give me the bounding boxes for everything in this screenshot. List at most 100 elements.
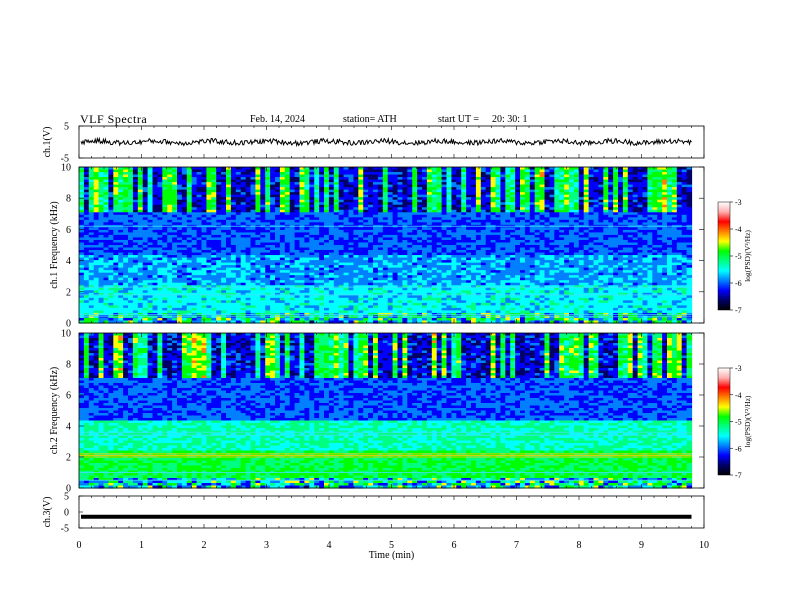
spectrogram-cell [368,192,374,196]
spectrogram-cell [181,262,188,266]
spectrogram-cell [294,194,301,198]
spectrogram-cell [368,219,374,223]
spectrogram-cell [485,257,492,261]
spectrogram-cell [402,169,408,173]
spectrogram-cell [564,207,570,211]
spectrogram-cell [559,257,565,261]
spectrogram-cell [583,212,590,216]
spectrogram-cell [676,174,683,178]
spectrogram-cell [240,194,247,198]
spectrogram-cell [377,174,384,178]
spectrogram-cell [613,239,619,244]
spectrogram-cell [480,265,487,269]
spectrogram-cell [461,209,467,213]
spectrogram-cell [495,245,501,249]
spectrogram-cell [485,212,492,216]
spectrogram-cell [637,229,644,234]
spectrogram-cell [397,242,403,246]
spectrogram-cell [539,245,546,249]
spectrogram-cell [294,217,301,221]
spectrogram-cell [534,207,541,211]
spectrogram-cell [417,252,423,256]
spectrogram-cell [108,242,114,246]
spectrogram-cell [618,169,624,173]
spectrogram-cell [417,184,423,188]
spectrogram-cell [221,179,227,183]
spectrogram-cell [598,184,604,188]
spectrogram-cell [255,219,261,223]
spectrogram-cell [515,227,521,231]
spectrogram-cell [564,214,570,218]
spectrogram-cell [681,252,688,256]
spectrogram-cell [539,222,546,226]
spectrogram-cell [230,229,237,234]
spectrogram-cell [216,245,222,249]
spectrogram-cell [466,217,472,221]
spectrogram-cell [657,174,663,178]
spectrogram-cell [529,219,536,223]
spectrogram-cell [186,262,193,266]
spectrogram-cell [132,179,139,183]
spectrogram-cell [279,214,286,218]
spectrogram-cell [226,184,232,188]
spectrogram-cell [505,222,511,226]
spectrogram-cell [324,237,330,241]
spectrogram-cell [206,214,212,218]
spectrogram-cell [103,262,109,266]
spectrogram-cell [275,204,281,208]
spectrogram-cell [93,212,100,216]
spectrogram-cell [167,242,173,246]
spectrogram-cell [123,217,129,221]
spectrogram-cell [221,242,227,246]
spectrogram-cell [662,217,668,221]
spectrogram-cell [529,177,536,181]
spectrogram-cell [642,250,648,254]
spectrogram-cell [368,214,374,218]
spectrogram-cell [142,192,149,196]
spectrogram-cell [662,202,668,206]
spectrogram-cell [98,252,105,256]
spectrogram-cell [353,257,359,261]
spectrogram-cell [377,242,384,246]
spectrogram-cell [412,217,418,221]
spectrogram-cell [373,182,379,186]
spectrogram-cell [333,192,340,196]
spectrogram-cell [475,250,482,254]
spectrogram-cell [83,182,90,186]
spectrogram-cell [284,179,291,183]
spectrogram-cell [461,227,467,231]
spectrogram-cell [230,245,237,249]
spectrogram-cell [422,232,428,236]
spectrogram-cell [382,262,389,266]
spectrogram-cell [108,237,114,241]
spectrogram-cell [603,167,609,171]
spectrogram-cell [206,217,212,221]
spectrogram-cell [417,229,423,234]
spectrogram-cell [657,219,663,223]
spectrogram-cell [284,174,291,178]
spectrogram-cell [226,239,232,244]
spectrogram-cell [549,174,555,178]
spectrogram-cell [534,219,541,223]
spectrogram-cell [461,250,467,254]
spectrogram-cell [671,247,678,251]
spectrogram-cell [319,212,325,216]
spectrogram-cell [608,247,614,251]
spectrogram-cell [235,222,242,226]
spectrogram-cell [387,197,394,201]
spectrogram-cell [245,242,252,246]
spectrogram-cell [446,189,452,193]
spectrogram-cell [588,209,595,213]
spectrogram-cell [250,229,256,234]
spectrogram-cell [216,214,222,218]
spectrogram-cell [569,255,575,259]
spectrogram-cell [196,227,203,231]
spectrogram-cell [608,169,614,173]
spectrogram-cell [123,232,129,236]
spectrogram-cell [569,189,575,193]
spectrogram-cell [206,232,212,236]
spectrogram-cell [524,177,531,181]
spectrogram-cell [431,209,438,213]
spectrogram-cell [363,179,369,183]
spectrogram-cell [441,189,448,193]
